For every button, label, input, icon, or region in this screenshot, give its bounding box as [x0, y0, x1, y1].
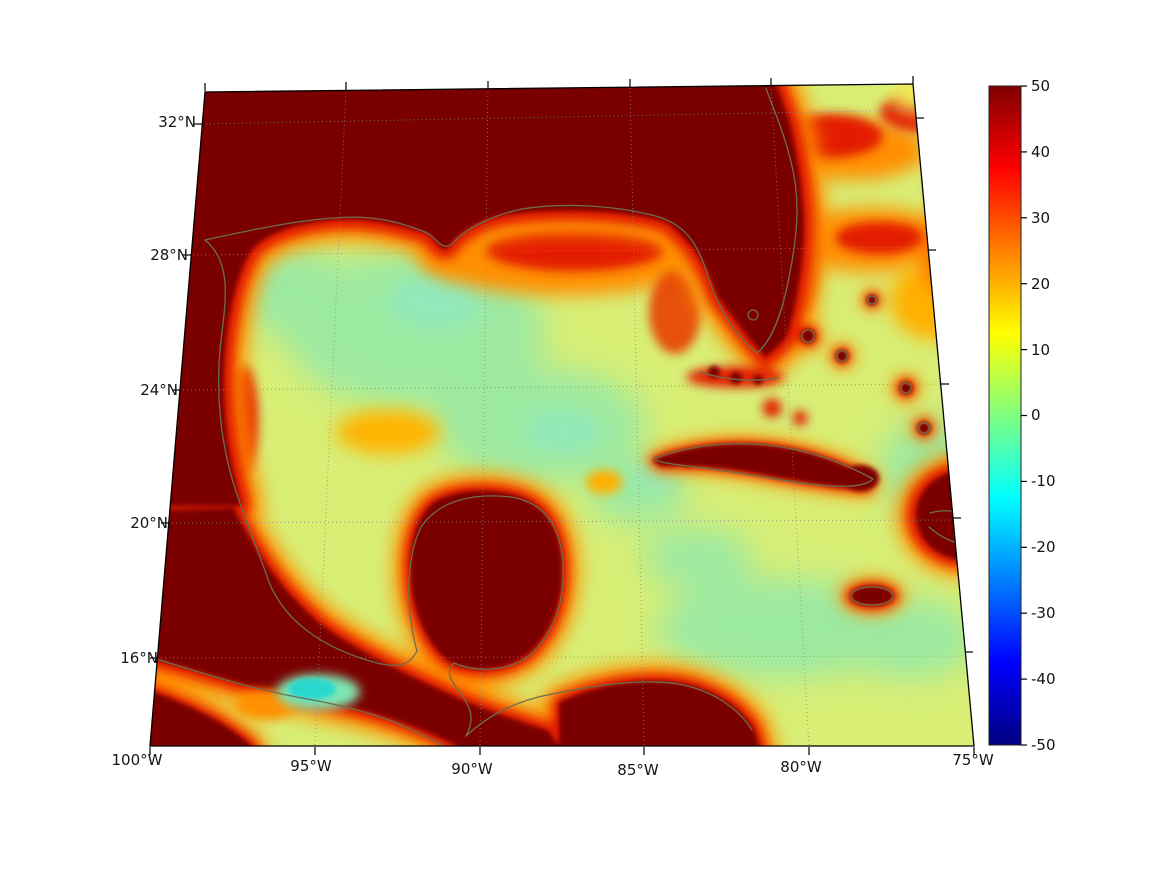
map-border [149, 83, 975, 747]
lon-tick-label-85w: 85°W [617, 761, 659, 779]
colorbar-tick-label-40: 40 [1031, 143, 1051, 161]
field-tehuantepec-cool-patch [235, 674, 360, 720]
colorbar-tick-label-m40: -40 [1031, 670, 1056, 688]
lon-tick-label-100w: 100°W [111, 751, 163, 769]
lat-tick-label-20n: 20°N [130, 514, 168, 532]
colorbar-tick-label-20: 20 [1031, 275, 1051, 293]
axis-tick-marks [149, 76, 975, 755]
lon-tick-label-95w: 95°W [290, 757, 332, 775]
lon-tick-label-75w: 75°W [952, 751, 994, 769]
field-layer [150, 84, 974, 746]
colorbar-tick-label-m20: -20 [1031, 538, 1056, 556]
colorbar-tick-label-m30: -30 [1031, 604, 1056, 622]
colorbar-tick-marks [1021, 85, 1027, 746]
colorbar-tick-label-10: 10 [1031, 341, 1051, 359]
coastlines [150, 87, 974, 746]
lat-tick-label-28n: 28°N [150, 246, 188, 264]
colorbar-tick-label-0: 0 [1031, 406, 1041, 424]
lat-tick-label-24n: 24°N [140, 381, 178, 399]
colorbar-tick-label-30: 30 [1031, 209, 1051, 227]
field-mint-patches [390, 276, 680, 490]
colorbar-gradient [988, 85, 1022, 746]
colorbar-tick-label-50: 50 [1031, 77, 1051, 95]
colorbar [988, 85, 1027, 746]
lat-tick-label-16n: 16°N [120, 649, 158, 667]
colorbar-tick-label-m50: -50 [1031, 736, 1056, 754]
lat-tick-label-32n: 32°N [158, 113, 196, 131]
colorbar-tick-label-m10: -10 [1031, 472, 1056, 490]
lon-tick-label-90w: 90°W [451, 760, 493, 778]
lon-tick-label-80w: 80°W [780, 758, 822, 776]
graticule-gridlines [160, 84, 964, 746]
